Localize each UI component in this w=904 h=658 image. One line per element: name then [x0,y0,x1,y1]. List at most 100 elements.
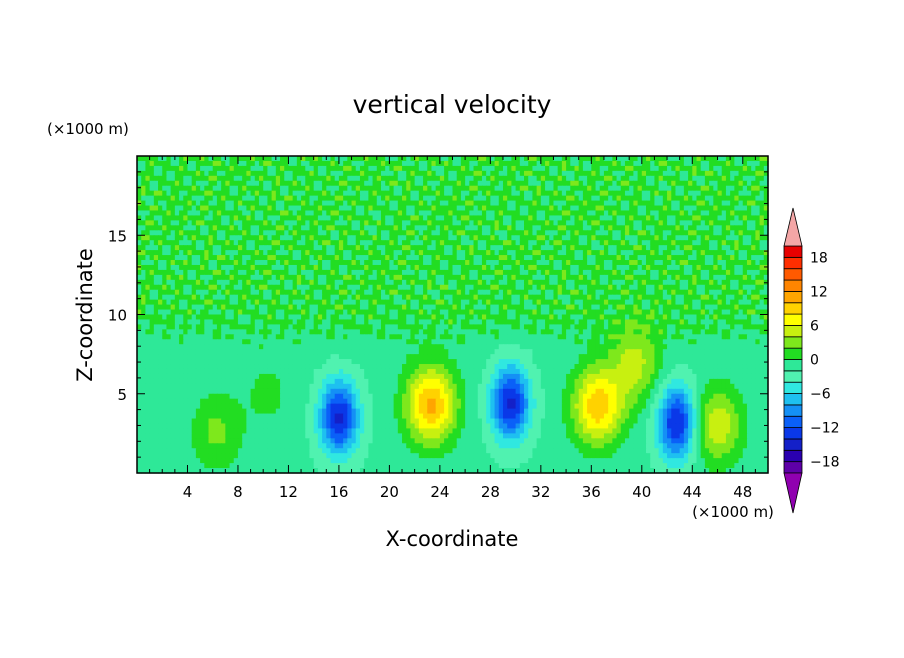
field-cell [301,230,306,236]
field-cell [254,210,260,217]
field-cell [141,319,147,325]
field-cell [221,215,226,221]
field-cell [385,279,390,286]
field-cell [650,284,656,291]
field-cell [145,170,151,177]
field-cell [700,274,706,281]
field-cell [671,225,677,231]
field-cell [725,245,731,251]
field-cell [566,250,571,256]
field-cell [322,190,327,197]
field-cell [629,284,634,291]
field-cell [456,235,462,241]
field-cell [254,294,260,301]
field-cell [158,170,163,177]
field-cell [292,185,298,192]
field-cell [200,195,205,202]
field-cell [477,160,483,167]
field-cell [528,250,534,256]
field-cell [578,165,584,172]
field-cell [561,269,567,276]
field-cell [578,160,584,167]
field-cell [141,284,147,291]
field-cell [280,264,285,271]
field-cell [368,240,374,246]
field-cell [734,200,740,207]
field-cell [755,289,761,296]
field-cell [717,294,723,301]
field-cell [490,175,496,182]
field-cell [174,294,180,301]
field-cell [347,190,353,197]
field-cell [448,165,454,172]
field-cell [137,220,142,226]
field-cell [233,156,239,162]
field-cell [738,205,744,212]
field-cell [431,274,437,281]
field-cell [359,264,365,271]
field-cell [709,250,714,256]
field-cell [591,185,597,192]
field-cell [540,299,546,306]
field-cell [679,235,685,241]
field-cell [641,220,647,226]
field-cell [359,215,365,221]
field-cell [330,180,336,187]
field-cell [418,284,424,291]
field-cell [364,240,369,246]
field-cell [368,185,374,192]
field-cell [242,156,247,162]
field-cell [343,314,348,321]
field-cell [688,170,693,177]
field-cell [553,175,559,182]
field-cell [212,289,218,296]
field-cell [162,210,168,217]
field-cell [646,156,651,162]
field-cell [313,319,319,325]
field-cell [603,309,609,316]
field-cell [427,180,433,187]
field-cell [364,264,369,271]
field-cell [591,240,597,246]
field-cell [721,299,727,306]
field-cell [229,175,235,182]
field-cell [145,255,151,261]
field-cell [490,294,496,301]
field-cell [330,260,336,266]
field-cell [738,264,744,271]
field-cell [162,289,168,296]
field-cell [418,250,424,256]
field-cell [275,190,281,197]
field-cell [267,170,273,177]
field-cell [326,170,332,177]
field-cell [275,240,281,246]
field-cell [502,250,508,256]
field-cell [624,165,630,172]
field-cell [364,309,369,316]
field-cell [452,274,458,281]
field-cell [242,289,247,296]
field-cell [158,304,163,311]
field-cell [561,180,567,187]
field-cell [263,165,269,172]
field-cell [486,269,491,276]
field-cell [284,230,290,236]
field-cell [696,284,702,291]
field-cell [519,269,525,276]
field-cell [515,190,521,197]
field-cell [191,260,197,266]
field-cell [490,250,496,256]
field-cell [641,264,647,271]
field-cell [385,185,390,192]
field-cell [595,170,601,177]
field-cell [191,255,197,261]
field-cell [519,235,525,241]
field-cell [658,235,664,241]
field-cell [410,185,416,192]
field-cell [675,274,681,281]
field-cell [532,195,538,202]
field-cell [671,309,677,316]
field-cell [212,245,218,251]
field-cell [742,289,748,296]
field-cell [397,294,403,301]
